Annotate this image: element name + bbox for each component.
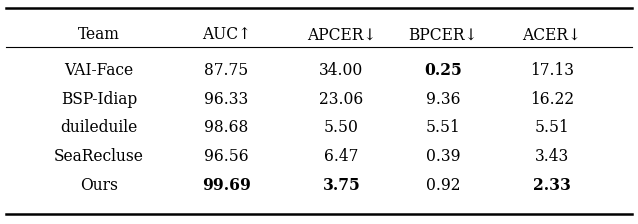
Text: APCER↓: APCER↓ bbox=[307, 26, 376, 43]
Text: 6.47: 6.47 bbox=[324, 148, 359, 165]
Text: BSP-Idiap: BSP-Idiap bbox=[61, 91, 137, 108]
Text: 96.56: 96.56 bbox=[204, 148, 249, 165]
Text: ACER↓: ACER↓ bbox=[523, 26, 581, 43]
Text: duileduile: duileduile bbox=[60, 119, 138, 136]
Text: 99.69: 99.69 bbox=[202, 177, 251, 194]
Text: 98.68: 98.68 bbox=[204, 119, 249, 136]
Text: BPCER↓: BPCER↓ bbox=[409, 26, 478, 43]
Text: 16.22: 16.22 bbox=[530, 91, 574, 108]
Text: 23.06: 23.06 bbox=[319, 91, 364, 108]
Text: Ours: Ours bbox=[80, 177, 118, 194]
Text: VAI-Face: VAI-Face bbox=[64, 62, 133, 79]
Text: 3.75: 3.75 bbox=[322, 177, 360, 194]
Text: 0.39: 0.39 bbox=[426, 148, 461, 165]
Text: 5.51: 5.51 bbox=[426, 119, 461, 136]
Text: 9.36: 9.36 bbox=[426, 91, 461, 108]
Text: AUC↑: AUC↑ bbox=[202, 26, 251, 43]
Text: 5.50: 5.50 bbox=[324, 119, 359, 136]
Text: SeaRecluse: SeaRecluse bbox=[54, 148, 144, 165]
Text: 87.75: 87.75 bbox=[204, 62, 249, 79]
Text: 5.51: 5.51 bbox=[535, 119, 569, 136]
Text: 0.92: 0.92 bbox=[426, 177, 461, 194]
Text: Team: Team bbox=[78, 26, 120, 43]
Text: 17.13: 17.13 bbox=[530, 62, 574, 79]
Text: 96.33: 96.33 bbox=[204, 91, 249, 108]
Text: 0.25: 0.25 bbox=[424, 62, 463, 79]
Text: 2.33: 2.33 bbox=[533, 177, 571, 194]
Text: 3.43: 3.43 bbox=[535, 148, 569, 165]
Text: 34.00: 34.00 bbox=[319, 62, 364, 79]
